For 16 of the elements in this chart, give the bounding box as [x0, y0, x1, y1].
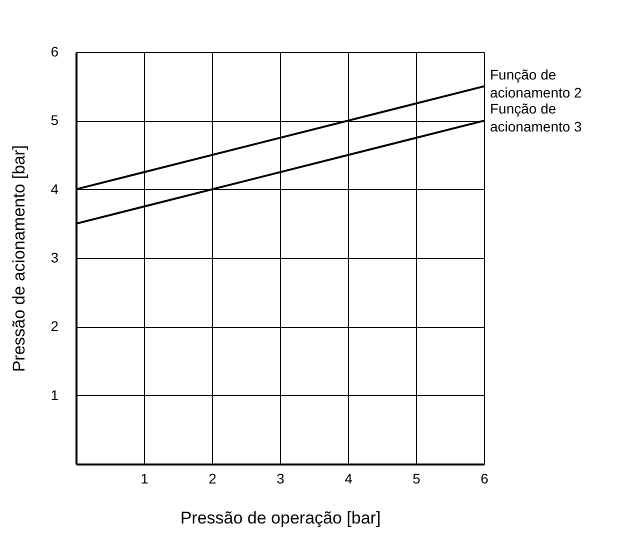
x-tick-label: 1 — [140, 470, 149, 486]
series-label: Função de acionamento 3 — [490, 100, 582, 135]
x-axis-title: Pressão de operação [bar] — [180, 508, 381, 528]
y-tick-label: 5 — [50, 112, 59, 128]
x-tick-label: 4 — [344, 470, 353, 486]
y-axis-title: Pressão de acionamento [bar] — [10, 145, 29, 372]
y-tick-label: 4 — [50, 180, 59, 197]
y-tick-label: 3 — [50, 250, 59, 266]
y-tick-label: 2 — [50, 318, 59, 334]
y-tick-label: 6 — [50, 44, 59, 60]
x-tick-label: 2 — [208, 470, 217, 486]
x-tick-label: 5 — [412, 470, 421, 486]
x-tick-label: 3 — [276, 470, 285, 486]
y-tick-label: 1 — [50, 386, 59, 403]
series-label: Função de acionamento 2 — [490, 66, 582, 100]
x-tick-label: 6 — [480, 470, 489, 486]
